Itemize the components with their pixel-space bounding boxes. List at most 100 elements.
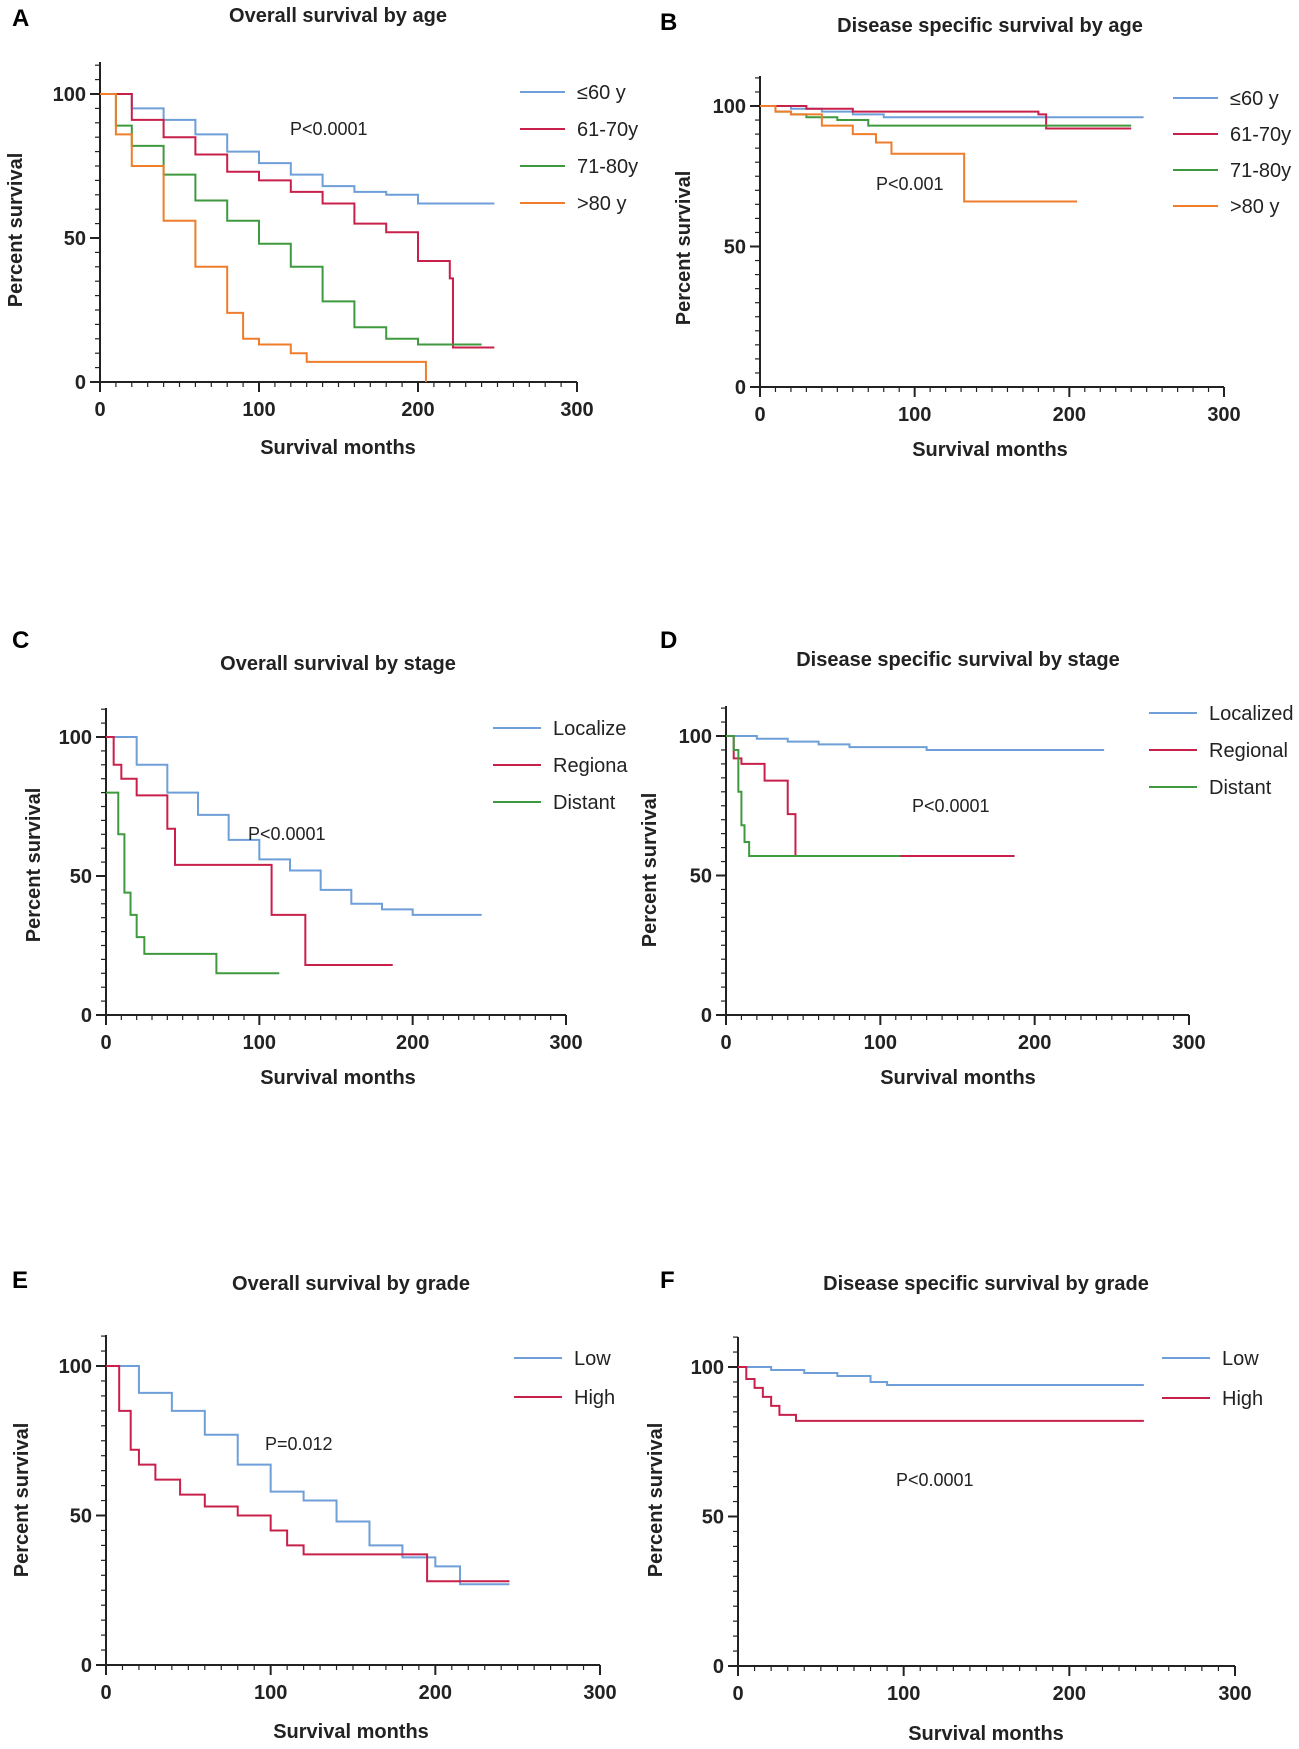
x-tick-label: 300 xyxy=(1218,1683,1251,1705)
x-tick-label: 100 xyxy=(254,1682,287,1704)
x-tick-label: 300 xyxy=(1207,404,1240,426)
y-tick-label: 50 xyxy=(70,1506,92,1528)
legend-label: Localized xyxy=(1209,703,1294,725)
y-tick-label: 50 xyxy=(724,237,746,259)
x-tick-label: 100 xyxy=(242,399,275,421)
x-tick-label: 100 xyxy=(243,1032,276,1054)
survival-curve-2 xyxy=(738,1366,1144,1422)
y-tick-label: 100 xyxy=(59,727,92,749)
survival-curve-1 xyxy=(106,736,482,916)
x-axis-title: Survival months xyxy=(912,439,1068,461)
panel-title: Disease specific survival by age xyxy=(837,15,1143,37)
p-value-annotation: P<0.0001 xyxy=(290,119,368,139)
x-tick-label: 300 xyxy=(549,1032,582,1054)
survival-curve-2 xyxy=(100,93,495,349)
y-axis-title: Percent survival xyxy=(645,1423,667,1578)
panel-letter: D xyxy=(660,627,677,654)
x-tick-label: 200 xyxy=(1053,1683,1086,1705)
x-tick-label: 200 xyxy=(401,399,434,421)
p-value-annotation: P<0.0001 xyxy=(912,796,990,816)
x-tick-label: 300 xyxy=(560,399,593,421)
x-tick-label: 0 xyxy=(94,399,105,421)
legend-label: Low xyxy=(1222,1348,1259,1370)
panel-f: F Disease specific survival by grade 0 50 10… xyxy=(645,1267,1263,1745)
x-tick-label: 100 xyxy=(864,1032,897,1054)
survival-curve-2 xyxy=(106,1365,510,1583)
legend-label: >80 y xyxy=(1230,196,1279,218)
survival-curve-1 xyxy=(760,105,1144,119)
x-tick-label: 0 xyxy=(720,1032,731,1054)
p-value-annotation: P=0.012 xyxy=(265,1434,333,1454)
legend-label: Low xyxy=(574,1348,611,1370)
x-axis-title: Survival months xyxy=(880,1067,1036,1089)
panel-title: Overall survival by grade xyxy=(232,1273,470,1295)
legend-label: 71-80y xyxy=(577,156,638,178)
legend-label: >80 y xyxy=(577,193,626,215)
x-tick-label: 100 xyxy=(898,404,931,426)
x-tick-label: 200 xyxy=(396,1032,429,1054)
y-axis-title: Percent survival xyxy=(673,171,695,326)
survival-curve-1 xyxy=(738,1366,1144,1386)
legend-label: High xyxy=(574,1387,615,1409)
y-tick-label: 0 xyxy=(701,1005,712,1027)
survival-curve-2 xyxy=(106,736,393,966)
survival-curve-2 xyxy=(726,735,1015,857)
x-tick-label: 200 xyxy=(419,1682,452,1704)
survival-curve-3 xyxy=(106,791,280,975)
y-tick-label: 0 xyxy=(81,1005,92,1027)
y-tick-label: 0 xyxy=(735,377,746,399)
survival-curve-1 xyxy=(106,1365,510,1586)
x-tick-label: 200 xyxy=(1053,404,1086,426)
x-axis-title: Survival months xyxy=(273,1721,429,1743)
y-tick-label: 100 xyxy=(713,96,746,118)
y-tick-label: 50 xyxy=(690,866,712,888)
survival-curve-1 xyxy=(100,93,495,205)
legend-label: Distant xyxy=(553,792,616,814)
x-tick-label: 300 xyxy=(1172,1032,1205,1054)
p-value-annotation: P<0.0001 xyxy=(896,1470,974,1490)
panel-b: B Disease specific survival by age 0 50 100 0… xyxy=(660,9,1291,461)
panel-letter: F xyxy=(660,1267,675,1294)
panel-letter: B xyxy=(660,9,677,36)
legend-label: Distant xyxy=(1209,777,1272,799)
panel-title: Disease specific survival by stage xyxy=(796,649,1120,671)
survival-curve-4 xyxy=(100,93,427,382)
x-axis-title: Survival months xyxy=(260,437,416,459)
y-axis-title: Percent survival xyxy=(23,788,45,943)
survival-curve-4 xyxy=(760,105,1078,203)
legend-label: Regiona xyxy=(553,755,628,777)
y-tick-label: 0 xyxy=(75,372,86,394)
x-tick-label: 0 xyxy=(100,1682,111,1704)
legend-label: Regional xyxy=(1209,740,1288,762)
p-value-annotation: P<0.0001 xyxy=(248,824,326,844)
panel-title: Overall survival by stage xyxy=(220,653,456,675)
y-tick-label: 100 xyxy=(59,1356,92,1378)
x-tick-label: 300 xyxy=(583,1682,616,1704)
x-tick-label: 0 xyxy=(732,1683,743,1705)
legend-label: ≤60 y xyxy=(577,82,626,104)
legend-label: 71-80y xyxy=(1230,160,1291,182)
y-tick-label: 100 xyxy=(53,84,86,106)
legend-label: ≤60 y xyxy=(1230,88,1279,110)
y-tick-label: 50 xyxy=(70,866,92,888)
survival-curve-3 xyxy=(726,735,901,857)
y-tick-label: 0 xyxy=(81,1655,92,1677)
panel-c: C Overall survival by stage 0 50 100 0 100 200 3… xyxy=(12,627,628,1089)
y-tick-label: 0 xyxy=(713,1656,724,1678)
y-tick-label: 100 xyxy=(679,726,712,748)
survival-curve-1 xyxy=(726,735,1105,751)
x-tick-label: 200 xyxy=(1018,1032,1051,1054)
panel-letter: A xyxy=(12,5,29,32)
x-tick-label: 0 xyxy=(754,404,765,426)
panel-letter: C xyxy=(12,627,29,654)
panel-a: A Overall survival by age 0 50 100 0 100 200 300… xyxy=(5,5,638,459)
x-tick-label: 100 xyxy=(887,1683,920,1705)
y-tick-label: 50 xyxy=(64,228,86,250)
x-tick-label: 0 xyxy=(100,1032,111,1054)
panel-e: E Overall survival by grade 0 50 100 0 100 200 3… xyxy=(11,1267,617,1743)
survival-curve-2 xyxy=(760,105,1132,130)
legend-label: High xyxy=(1222,1388,1263,1410)
panel-letter: E xyxy=(12,1267,28,1294)
panel-title: Disease specific survival by grade xyxy=(823,1273,1149,1295)
